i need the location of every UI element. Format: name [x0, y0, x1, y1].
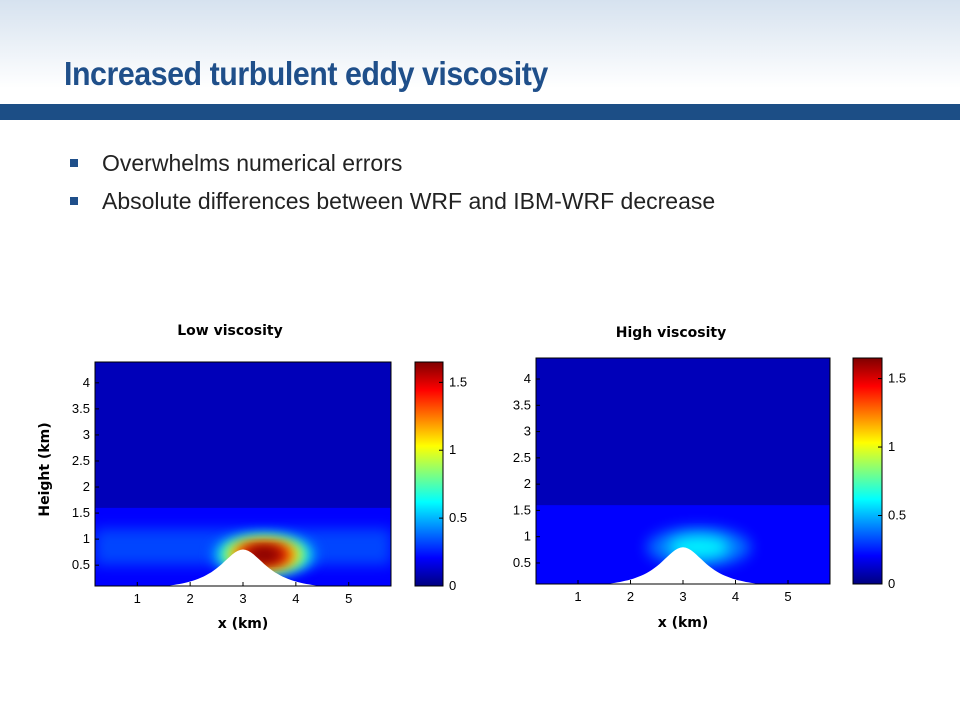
- terrain-hill: [95, 549, 391, 586]
- y-tick-label: 0.5: [513, 555, 531, 570]
- x-tick-label: 1: [574, 589, 581, 604]
- y-tick-label: 2.5: [513, 450, 531, 465]
- colorbar-tick-label: 0.5: [449, 510, 467, 525]
- bullet-item: Absolute differences between WRF and IBM…: [68, 188, 715, 226]
- x-axis-label: x (km): [218, 616, 269, 632]
- header-accent-bar: [0, 104, 960, 120]
- bullet-item: Overwhelms numerical errors: [68, 150, 715, 188]
- colorbar-tick-label: 1: [888, 439, 895, 454]
- colorbar-tick-label: 0: [449, 578, 456, 593]
- y-tick-label: 1: [83, 531, 90, 546]
- y-tick-label: 2: [83, 479, 90, 494]
- chart-title: Low viscosity: [177, 323, 282, 339]
- y-tick-label: 1: [524, 529, 531, 544]
- x-tick-label: 4: [292, 591, 299, 606]
- y-tick-label: 3.5: [513, 397, 531, 412]
- y-axis-label: Height (km): [37, 422, 53, 516]
- colorbar: [414, 361, 444, 587]
- upper-field: [95, 362, 391, 508]
- y-tick-label: 3: [83, 427, 90, 442]
- y-tick-label: 4: [524, 371, 531, 386]
- bullet-list: Overwhelms numerical errors Absolute dif…: [68, 150, 715, 226]
- heatmap-field: [95, 362, 391, 586]
- y-tick-label: 1.5: [72, 505, 90, 520]
- upper-field: [536, 358, 830, 506]
- heatmap-field: [536, 358, 830, 584]
- y-tick-label: 4: [83, 375, 90, 390]
- y-tick-label: 2: [524, 476, 531, 491]
- colorbar-tick-label: 1.5: [888, 371, 906, 386]
- colorbar: [852, 357, 883, 585]
- bullet-text: Overwhelms numerical errors: [102, 150, 403, 176]
- x-tick-label: 4: [732, 589, 739, 604]
- terrain-hill: [536, 547, 830, 584]
- x-tick-label: 5: [345, 591, 352, 606]
- y-tick-label: 3: [524, 424, 531, 439]
- y-tick-label: 0.5: [72, 557, 90, 572]
- x-tick-label: 2: [187, 591, 194, 606]
- colorbar-tick-label: 0.5: [888, 508, 906, 523]
- bullet-square-icon: [70, 159, 78, 167]
- colorbar-tick-label: 0: [888, 576, 895, 591]
- bullet-square-icon: [70, 197, 78, 205]
- colorbar-tick-label: 1: [449, 442, 456, 457]
- x-tick-label: 3: [679, 589, 686, 604]
- bullet-text: Absolute differences between WRF and IBM…: [102, 188, 716, 214]
- chart-title: High viscosity: [616, 325, 727, 341]
- x-tick-label: 2: [627, 589, 634, 604]
- header-band: [0, 0, 960, 104]
- x-tick-label: 3: [239, 591, 246, 606]
- x-axis-label: x (km): [658, 615, 709, 631]
- x-tick-label: 5: [784, 589, 791, 604]
- colorbar-tick-label: 1.5: [449, 374, 467, 389]
- slide-title: Increased turbulent eddy viscosity: [64, 55, 548, 92]
- x-tick-label: 1: [134, 591, 141, 606]
- y-tick-label: 1.5: [513, 502, 531, 517]
- y-tick-label: 3.5: [72, 401, 90, 416]
- y-tick-label: 2.5: [72, 453, 90, 468]
